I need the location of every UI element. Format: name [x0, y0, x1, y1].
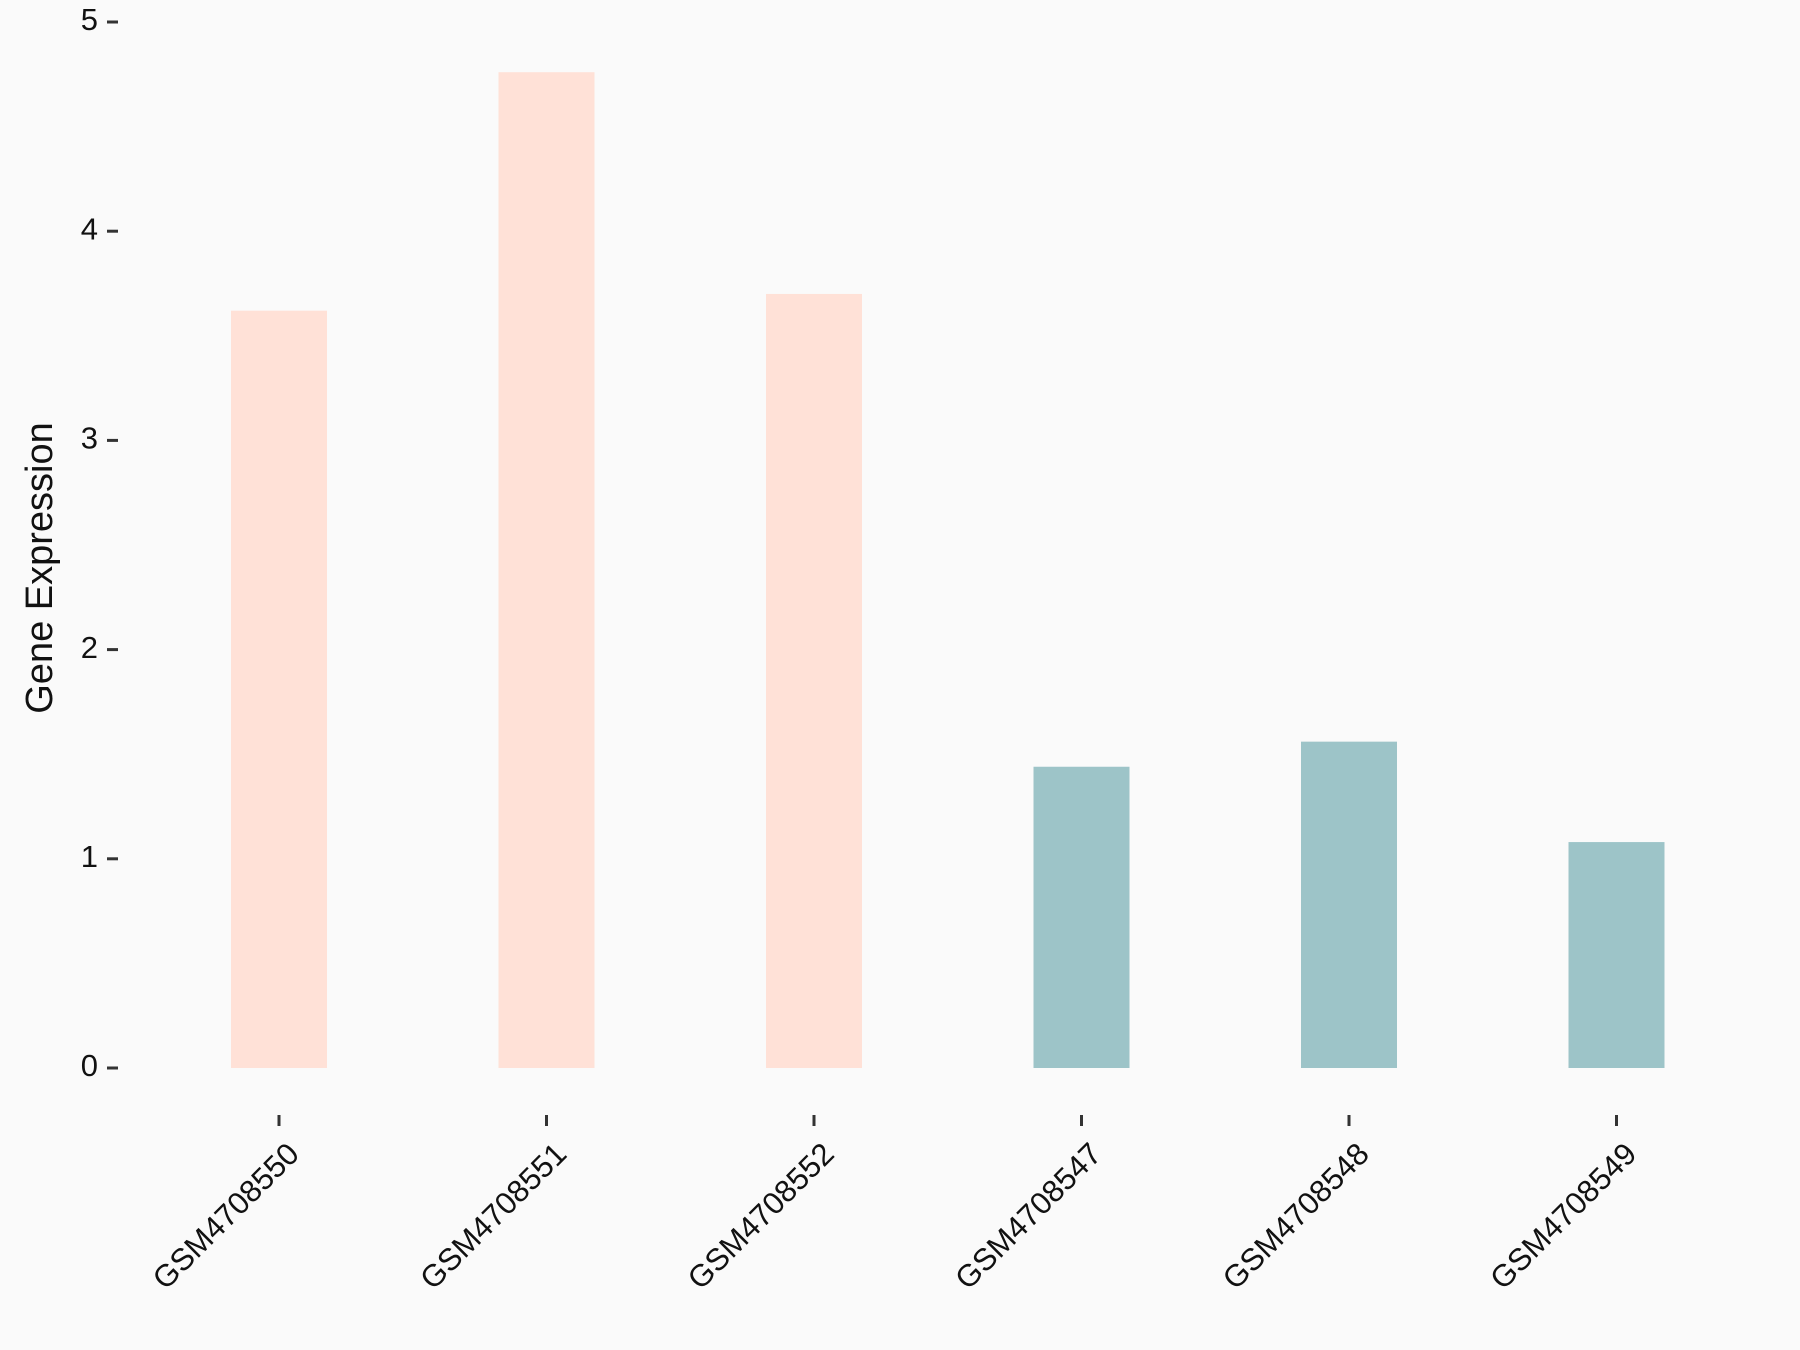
x-tick-label: GSM4708549 — [1483, 1136, 1643, 1296]
bar — [766, 293, 862, 1069]
y-tick-label: 5 — [81, 2, 98, 37]
y-tick-label: 1 — [81, 839, 98, 874]
y-tick-label: 4 — [81, 211, 98, 246]
x-tick-label: GSM4708552 — [681, 1136, 841, 1296]
y-tick-label: 2 — [81, 630, 98, 665]
bar — [1033, 766, 1130, 1068]
y-tick-label: 3 — [81, 421, 98, 456]
bar — [1568, 842, 1665, 1068]
bar — [1301, 741, 1397, 1068]
bar — [498, 72, 595, 1068]
y-axis-label: Gene Expression — [19, 422, 61, 714]
y-tick-label: 0 — [81, 1048, 98, 1083]
x-tick-label: GSM4708547 — [948, 1136, 1108, 1296]
bar — [231, 310, 327, 1068]
x-tick-label: GSM4708550 — [146, 1136, 306, 1296]
x-tick-label: GSM4708551 — [413, 1136, 573, 1296]
x-tick-label: GSM4708548 — [1216, 1136, 1376, 1296]
